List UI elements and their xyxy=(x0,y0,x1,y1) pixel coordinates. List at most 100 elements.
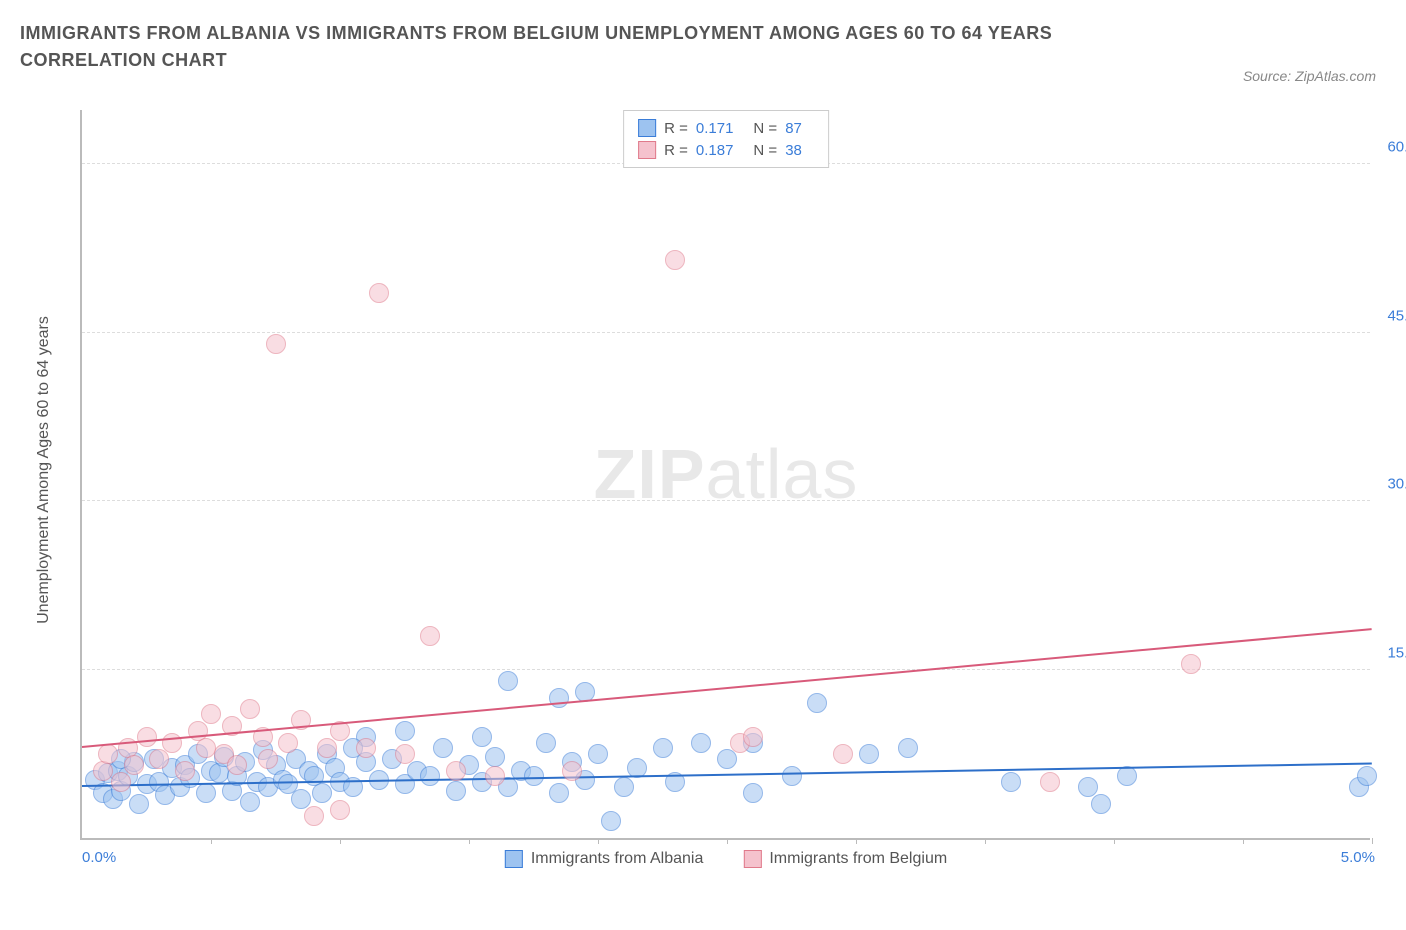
scatter-point xyxy=(137,727,157,747)
r-label: R = xyxy=(664,120,688,137)
scatter-point xyxy=(562,761,582,781)
scatter-point xyxy=(356,738,376,758)
scatter-point xyxy=(369,283,389,303)
r-value-belgium: 0.187 xyxy=(696,142,734,159)
x-tick xyxy=(211,838,212,844)
x-tick xyxy=(1243,838,1244,844)
watermark: ZIPatlas xyxy=(594,434,859,514)
scatter-point xyxy=(201,704,221,724)
scatter-point xyxy=(743,783,763,803)
x-tick xyxy=(1372,838,1373,844)
scatter-point xyxy=(691,733,711,753)
y-axis-label: Unemployment Among Ages 60 to 64 years xyxy=(35,316,53,624)
scatter-point xyxy=(1117,766,1137,786)
scatter-point xyxy=(420,626,440,646)
scatter-point xyxy=(833,744,853,764)
legend-label-albania: Immigrants from Albania xyxy=(531,850,704,868)
x-tick xyxy=(1114,838,1115,844)
x-tick xyxy=(856,838,857,844)
y-tick-label: 45.0% xyxy=(1375,307,1406,324)
scatter-point xyxy=(312,783,332,803)
y-tick-label: 60.0% xyxy=(1375,139,1406,156)
scatter-point xyxy=(1357,766,1377,786)
watermark-light: atlas xyxy=(706,435,859,513)
scatter-point xyxy=(653,738,673,758)
scatter-point xyxy=(93,761,113,781)
scatter-point xyxy=(859,744,879,764)
scatter-point xyxy=(149,749,169,769)
scatter-point xyxy=(807,693,827,713)
x-tick xyxy=(598,838,599,844)
scatter-point xyxy=(485,747,505,767)
x-tick xyxy=(985,838,986,844)
gridline xyxy=(82,332,1370,333)
x-tick xyxy=(727,838,728,844)
scatter-point xyxy=(175,761,195,781)
scatter-point xyxy=(665,250,685,270)
y-tick-label: 30.0% xyxy=(1375,476,1406,493)
chart-container: IMMIGRANTS FROM ALBANIA VS IMMIGRANTS FR… xyxy=(20,20,1386,910)
scatter-point xyxy=(1001,772,1021,792)
scatter-point xyxy=(472,727,492,747)
scatter-point xyxy=(1091,794,1111,814)
scatter-point xyxy=(1040,772,1060,792)
scatter-point xyxy=(129,794,149,814)
legend-series: Immigrants from Albania Immigrants from … xyxy=(505,850,947,868)
gridline xyxy=(82,500,1370,501)
scatter-point xyxy=(536,733,556,753)
r-label: R = xyxy=(664,142,688,159)
scatter-point xyxy=(614,777,634,797)
scatter-point xyxy=(304,806,324,826)
chart-title: IMMIGRANTS FROM ALBANIA VS IMMIGRANTS FR… xyxy=(20,20,1120,74)
scatter-point xyxy=(549,783,569,803)
scatter-point xyxy=(485,766,505,786)
scatter-point xyxy=(717,749,737,769)
scatter-point xyxy=(782,766,802,786)
scatter-point xyxy=(240,699,260,719)
scatter-point xyxy=(898,738,918,758)
scatter-point xyxy=(317,738,337,758)
scatter-point xyxy=(258,749,278,769)
scatter-point xyxy=(196,738,216,758)
scatter-point xyxy=(395,721,415,741)
scatter-point xyxy=(278,733,298,753)
scatter-point xyxy=(240,792,260,812)
r-value-albania: 0.171 xyxy=(696,120,734,137)
n-value-albania: 87 xyxy=(785,120,802,137)
x-tick xyxy=(340,838,341,844)
scatter-point xyxy=(420,766,440,786)
scatter-point xyxy=(162,733,182,753)
legend-row-albania: R = 0.171 N = 87 xyxy=(638,117,814,139)
scatter-point xyxy=(446,761,466,781)
legend-label-belgium: Immigrants from Belgium xyxy=(769,850,947,868)
scatter-point xyxy=(196,783,216,803)
trend-line xyxy=(82,628,1372,748)
scatter-point xyxy=(111,772,131,792)
watermark-bold: ZIP xyxy=(594,435,706,513)
source-attribution: Source: ZipAtlas.com xyxy=(1243,68,1376,84)
legend-swatch-albania-bottom xyxy=(505,850,523,868)
legend-swatch-belgium-bottom xyxy=(743,850,761,868)
n-value-belgium: 38 xyxy=(785,142,802,159)
legend-item-belgium: Immigrants from Belgium xyxy=(743,850,947,868)
scatter-point xyxy=(743,727,763,747)
plot-area: ZIPatlas R = 0.171 N = 87 R = 0.187 N = … xyxy=(80,110,1370,840)
x-tick xyxy=(469,838,470,844)
scatter-point xyxy=(227,755,247,775)
legend-correlation-box: R = 0.171 N = 87 R = 0.187 N = 38 xyxy=(623,110,829,168)
scatter-point xyxy=(98,744,118,764)
legend-row-belgium: R = 0.187 N = 38 xyxy=(638,139,814,161)
scatter-point xyxy=(330,800,350,820)
scatter-point xyxy=(433,738,453,758)
scatter-point xyxy=(124,755,144,775)
scatter-point xyxy=(1181,654,1201,674)
scatter-point xyxy=(601,811,621,831)
gridline xyxy=(82,669,1370,670)
legend-swatch-belgium xyxy=(638,141,656,159)
scatter-point xyxy=(266,334,286,354)
scatter-point xyxy=(588,744,608,764)
y-tick-label: 15.0% xyxy=(1375,644,1406,661)
legend-swatch-albania xyxy=(638,119,656,137)
legend-item-albania: Immigrants from Albania xyxy=(505,850,704,868)
x-tick-label-max: 5.0% xyxy=(1341,849,1375,866)
